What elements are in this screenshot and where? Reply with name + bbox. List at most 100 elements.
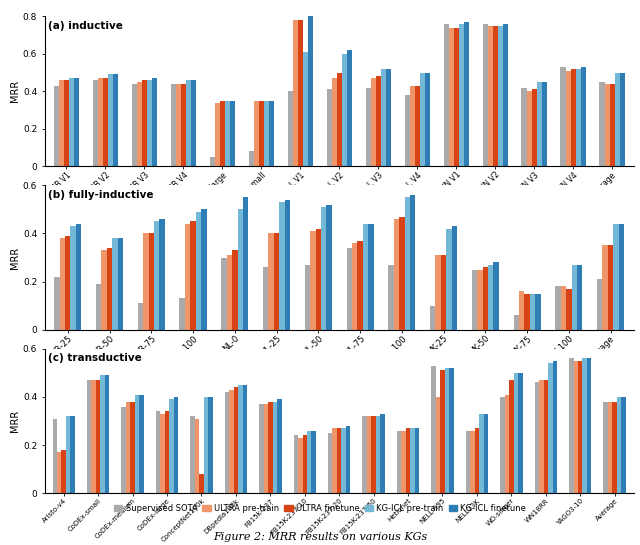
- Bar: [140, 395, 144, 493]
- Bar: [147, 80, 152, 166]
- Y-axis label: MRR: MRR: [10, 246, 20, 269]
- Bar: [483, 267, 488, 330]
- Bar: [431, 366, 436, 493]
- Bar: [488, 265, 493, 330]
- Bar: [530, 294, 535, 330]
- Bar: [294, 435, 298, 493]
- Bar: [96, 284, 101, 330]
- Bar: [70, 226, 76, 330]
- Bar: [441, 255, 446, 330]
- Bar: [477, 270, 483, 330]
- Bar: [143, 233, 148, 330]
- Bar: [196, 212, 201, 330]
- Bar: [352, 243, 357, 330]
- Bar: [204, 397, 208, 493]
- Bar: [307, 431, 312, 493]
- Bar: [65, 236, 70, 330]
- Bar: [122, 407, 126, 493]
- Bar: [268, 233, 274, 330]
- Bar: [328, 433, 333, 493]
- Bar: [605, 84, 610, 166]
- Bar: [472, 270, 477, 330]
- Bar: [308, 16, 313, 166]
- Bar: [449, 28, 454, 166]
- Bar: [57, 452, 61, 493]
- Bar: [425, 72, 430, 166]
- Bar: [268, 402, 273, 493]
- Bar: [376, 416, 380, 493]
- Bar: [470, 431, 475, 493]
- Bar: [173, 397, 178, 493]
- Bar: [126, 402, 131, 493]
- Bar: [333, 428, 337, 493]
- Bar: [131, 402, 135, 493]
- Bar: [534, 383, 539, 493]
- Bar: [580, 67, 586, 166]
- Bar: [415, 428, 419, 493]
- Bar: [253, 101, 259, 166]
- Bar: [274, 233, 279, 330]
- Bar: [169, 399, 173, 493]
- Bar: [101, 250, 107, 330]
- Bar: [578, 361, 582, 493]
- Bar: [285, 199, 290, 330]
- Bar: [420, 72, 425, 166]
- Bar: [132, 84, 136, 166]
- Bar: [509, 380, 514, 493]
- Bar: [159, 219, 165, 330]
- Bar: [347, 50, 352, 166]
- Bar: [346, 248, 352, 330]
- Bar: [430, 306, 435, 330]
- Bar: [96, 380, 100, 493]
- Bar: [569, 359, 573, 493]
- Bar: [587, 359, 591, 493]
- Bar: [561, 67, 566, 166]
- Bar: [326, 204, 332, 330]
- Bar: [277, 399, 282, 493]
- Bar: [92, 380, 96, 493]
- Bar: [87, 380, 92, 493]
- Bar: [573, 361, 578, 493]
- Bar: [221, 257, 227, 330]
- Bar: [154, 221, 159, 330]
- Bar: [608, 402, 612, 493]
- Bar: [337, 72, 342, 166]
- Bar: [70, 416, 75, 493]
- Bar: [619, 224, 624, 330]
- Bar: [229, 390, 234, 493]
- Bar: [602, 245, 608, 330]
- Bar: [365, 88, 371, 166]
- Text: (c) transductive: (c) transductive: [48, 353, 141, 363]
- Bar: [161, 414, 164, 493]
- Bar: [577, 265, 582, 330]
- Bar: [248, 151, 253, 166]
- Bar: [404, 197, 410, 330]
- Bar: [93, 80, 98, 166]
- Bar: [381, 69, 386, 166]
- Bar: [410, 86, 415, 166]
- Bar: [498, 26, 503, 166]
- Bar: [298, 438, 303, 493]
- Bar: [552, 361, 557, 493]
- Bar: [98, 78, 102, 166]
- Bar: [397, 431, 401, 493]
- Bar: [264, 101, 269, 166]
- Bar: [225, 101, 230, 166]
- Bar: [464, 22, 469, 166]
- Bar: [614, 72, 620, 166]
- Bar: [548, 363, 552, 493]
- Bar: [175, 84, 180, 166]
- Bar: [298, 20, 303, 166]
- Text: Figure 2: MRR results on various KGs: Figure 2: MRR results on various KGs: [213, 531, 427, 542]
- Bar: [539, 380, 543, 493]
- Bar: [500, 397, 505, 493]
- Bar: [514, 373, 518, 493]
- Bar: [199, 474, 204, 493]
- Bar: [483, 24, 488, 166]
- Bar: [493, 26, 498, 166]
- Bar: [208, 397, 212, 493]
- Bar: [527, 91, 532, 166]
- Bar: [341, 428, 346, 493]
- Bar: [68, 78, 74, 166]
- Bar: [401, 431, 406, 493]
